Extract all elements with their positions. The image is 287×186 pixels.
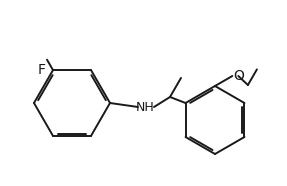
Text: F: F — [38, 63, 46, 77]
Text: NH: NH — [136, 100, 154, 113]
Text: O: O — [233, 69, 244, 83]
